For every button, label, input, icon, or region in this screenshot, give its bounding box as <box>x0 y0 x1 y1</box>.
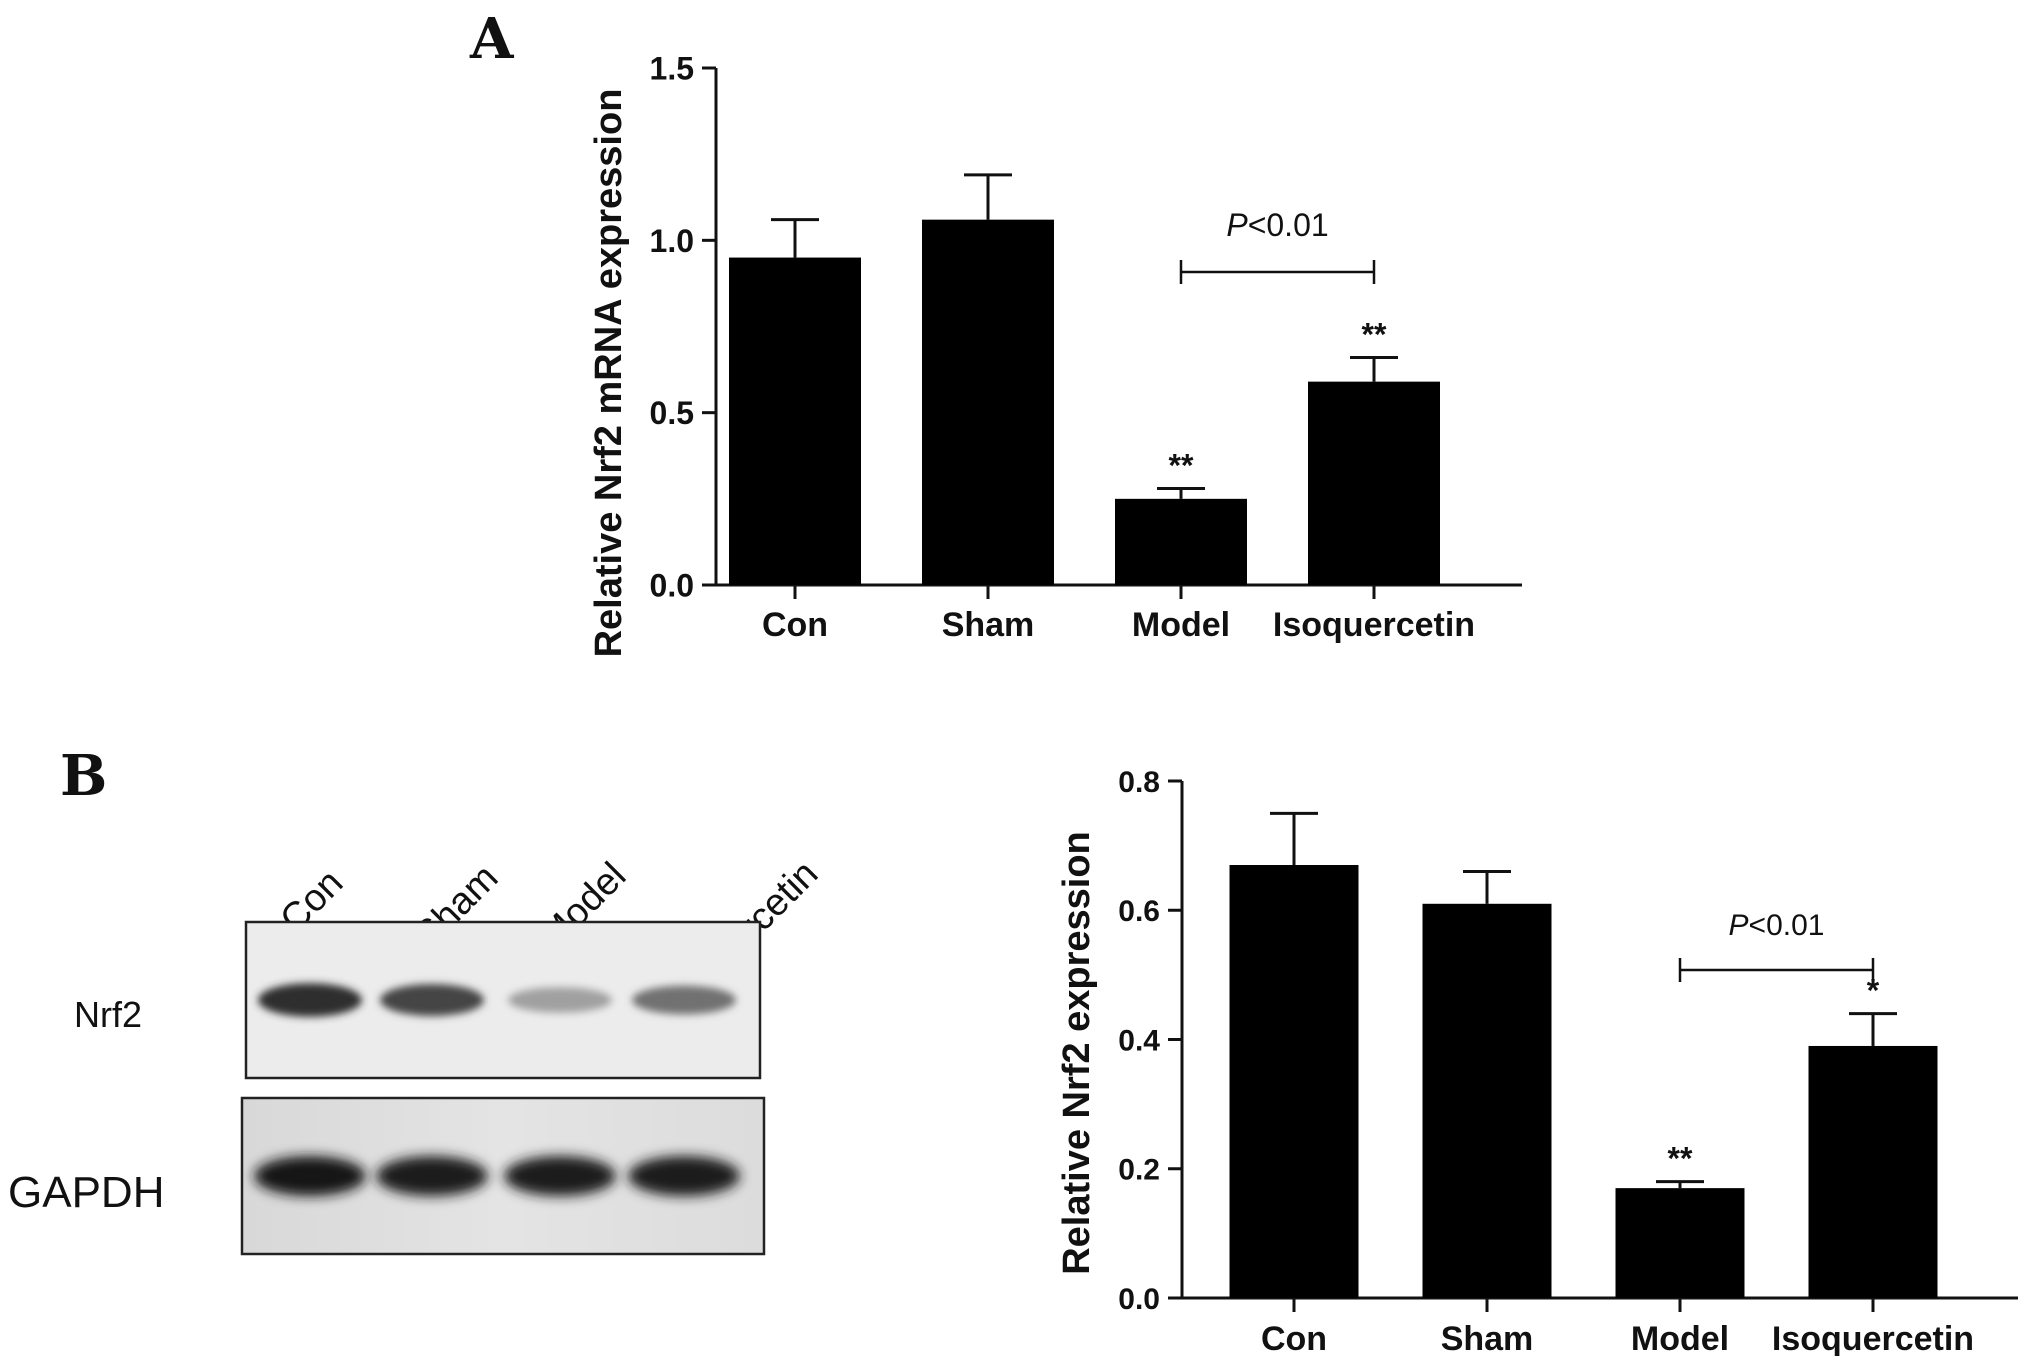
blot-band-gapdh-model <box>504 1156 616 1196</box>
chart-b-y-tick-label: 0.4 <box>1118 1024 1160 1057</box>
chart-b-category-label-sham: Sham <box>1441 1320 1534 1356</box>
blot-band-nrf2-sham <box>380 984 484 1016</box>
chart-a-comparison-label-prefix: P <box>1226 207 1248 243</box>
chart-b-significance-isoquercetin: * <box>1867 973 1880 1009</box>
panel-letter-b: B <box>60 743 107 809</box>
chart-b-y-axis-title: Relative Nrf2 expression <box>1056 831 1098 1275</box>
western-blot: ConShamModelIsoquercetin Nrf2 GAPDH <box>8 853 826 1256</box>
chart-b-y-tick-label: 0.6 <box>1118 895 1160 928</box>
chart-a-significance-model: ** <box>1169 447 1194 483</box>
chart-a-y-tick-label: 1.5 <box>650 51 694 87</box>
chart-b-y-tick-label: 0.2 <box>1118 1154 1160 1187</box>
blot-band-gapdh-sham <box>376 1156 488 1196</box>
blot-band-gapdh-con <box>254 1156 366 1196</box>
chart-a-category-label-isoquercetin: Isoquercetin <box>1273 606 1475 644</box>
blot-band-nrf2-model <box>508 987 612 1013</box>
chart-b-category-label-model: Model <box>1631 1320 1729 1356</box>
chart-b-bar-con <box>1229 865 1359 1298</box>
chart-b-comparison-label-prefix: P <box>1729 909 1749 942</box>
chart-b-bar-sham <box>1422 903 1552 1298</box>
chart-a-category-label-sham: Sham <box>942 606 1035 644</box>
chart-a-y-tick-label: 0.5 <box>650 395 694 431</box>
blot-row-label-nrf2: Nrf2 <box>74 994 142 1035</box>
chart-b-bar-isoquercetin <box>1808 1045 1938 1298</box>
chart-b-y-tick-label: 0.0 <box>1118 1283 1160 1316</box>
chart-b-bar-model <box>1615 1188 1745 1298</box>
chart-a-bar-sham <box>922 219 1054 586</box>
chart-a-mrna: Relative Nrf2 mRNA expression 0.0 0.5 1.0 1… <box>588 51 1522 658</box>
chart-a-category-label-con: Con <box>762 606 828 644</box>
chart-a-comparison-label: P<0.01 <box>1226 207 1328 243</box>
chart-a-y-tick-label: 1.0 <box>650 223 694 259</box>
chart-a-bar-isoquercetin <box>1308 381 1440 585</box>
chart-b-category-label-isoquercetin: Isoquercetin <box>1772 1320 1974 1356</box>
blot-band-nrf2-isoquercetin <box>632 985 736 1015</box>
chart-b-plot-area: 0.0 0.2 0.4 0.6 0.8 Con Sham Model ** Isoquerceti… <box>1118 766 2018 1356</box>
blot-bands <box>254 983 740 1196</box>
chart-a-bar-con <box>729 257 861 585</box>
chart-b-significance-model: ** <box>1668 1141 1693 1177</box>
chart-a-plot-area: 0.0 0.5 1.0 1.5 Con Sham Model ** Isoquercetin **… <box>650 51 1522 644</box>
blot-band-gapdh-isoquercetin <box>628 1156 740 1196</box>
chart-a-significance-isoquercetin: ** <box>1362 317 1387 353</box>
chart-b-comparison-label: P<0.01 <box>1729 909 1825 942</box>
chart-a-y-tick-label: 0.0 <box>650 568 694 604</box>
chart-b-protein: Relative Nrf2 expression 0.0 0.2 0.4 0.6 0.8… <box>1056 766 2018 1356</box>
chart-b-comparison-label-value: <0.01 <box>1749 909 1825 942</box>
chart-b-y-tick-label: 0.8 <box>1118 766 1160 799</box>
chart-a-y-axis-title: Relative Nrf2 mRNA expression <box>588 89 630 658</box>
blot-row-label-gapdh: GAPDH <box>8 1168 164 1217</box>
chart-a-bar-model <box>1115 498 1247 585</box>
chart-a-category-label-model: Model <box>1132 606 1230 644</box>
blot-band-nrf2-con <box>258 983 362 1017</box>
panel-letter-a: A <box>469 6 515 72</box>
chart-b-category-label-con: Con <box>1261 1320 1327 1356</box>
chart-a-comparison-label-value: <0.01 <box>1248 207 1329 243</box>
